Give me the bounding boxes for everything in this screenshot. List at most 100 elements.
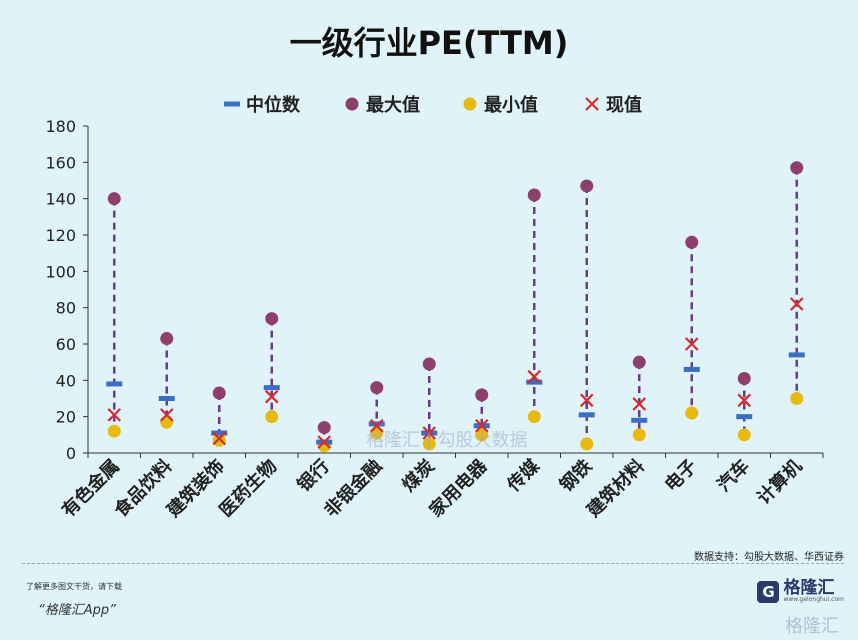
y-tick-label: 160 <box>45 153 76 172</box>
x-tick-label: 食品饮料 <box>109 455 176 522</box>
min-point <box>422 437 436 451</box>
legend-circle-icon <box>345 97 359 111</box>
legend-label: 现值 <box>606 94 642 116</box>
x-tick-label: 非银金融 <box>320 455 386 521</box>
max-point <box>422 357 436 371</box>
current-cross-b <box>212 431 227 446</box>
promo-app-name: “格隆汇App” <box>38 603 116 618</box>
legend-cross-b <box>585 97 599 111</box>
median-mark <box>106 381 123 387</box>
min-point <box>265 410 279 424</box>
median-mark <box>631 417 648 423</box>
min-point <box>737 428 751 442</box>
legend: 中位数 最大值 最小值 现值 <box>224 94 642 116</box>
chart-marks <box>106 161 805 453</box>
min-point <box>685 406 699 420</box>
current-point <box>212 431 227 446</box>
current-point <box>527 369 542 384</box>
current-point <box>107 408 122 422</box>
legend-item: 最大值 <box>345 94 420 116</box>
chart-title: 一级行业PE(TTM) <box>289 24 569 62</box>
max-point <box>685 235 699 249</box>
logo-url: www.gelonghui.com <box>783 596 844 603</box>
current-cross-b <box>789 297 804 311</box>
y-tick-label: 0 <box>66 444 76 463</box>
y-tick-label: 140 <box>45 190 76 209</box>
x-tick-label: 煤炭 <box>398 455 439 496</box>
max-point <box>737 372 751 386</box>
x-tick-label: 电子 <box>660 455 701 496</box>
brand-logo: G 格隆汇 www.gelonghui.com <box>757 580 844 603</box>
max-point <box>527 188 541 202</box>
corner-watermark: 格隆汇 <box>785 616 839 637</box>
legend-item: 中位数 <box>224 94 301 116</box>
y-axis: 0 20 40 60 80 100 120 140 160 180 <box>45 117 89 463</box>
current-point <box>422 426 437 440</box>
max-point <box>370 381 384 395</box>
current-point <box>789 297 804 311</box>
legend-label: 最小值 <box>484 94 538 116</box>
legend-median-icon <box>224 101 240 107</box>
current-point <box>579 393 594 408</box>
x-tick-label: 传媒 <box>502 454 544 496</box>
max-point <box>790 161 804 175</box>
max-point <box>632 355 646 369</box>
legend-label: 中位数 <box>246 94 301 116</box>
y-tick-label: 60 <box>56 335 76 354</box>
x-tick-label: 有色金属 <box>57 455 123 521</box>
median-mark <box>683 366 700 372</box>
median-mark <box>526 379 543 385</box>
current-cross-b <box>317 435 332 449</box>
min-point <box>475 428 489 442</box>
current-cross-b <box>527 369 542 384</box>
pe-chart: 中位数 最大值 最小值 现值 0 20 40 60 80 100 120 140 160 180 有色金… <box>45 94 824 522</box>
y-tick-label: 180 <box>45 117 76 136</box>
y-tick-label: 80 <box>56 299 76 318</box>
current-point <box>474 418 489 433</box>
current-point <box>369 418 384 433</box>
promo-text: 了解更多图文干货，请下载 <box>26 582 122 591</box>
x-tick-label: 钢铁 <box>555 455 596 496</box>
current-cross-b <box>369 418 384 433</box>
max-point <box>580 179 594 193</box>
max-point <box>107 192 121 206</box>
legend-label: 最大值 <box>366 94 420 116</box>
min-point <box>212 433 226 447</box>
current-cross-b <box>159 408 174 422</box>
median-mark <box>158 396 175 401</box>
current-point <box>684 337 699 351</box>
legend-circle-icon <box>463 97 477 111</box>
x-tick-label: 医药生物 <box>215 455 281 521</box>
median-mark <box>788 352 805 358</box>
current-cross-b <box>737 393 752 408</box>
min-point <box>527 410 541 424</box>
median-mark <box>736 414 753 420</box>
max-point <box>160 332 174 346</box>
x-tick-label: 家用电器 <box>425 454 492 521</box>
max-point <box>265 312 279 326</box>
current-point <box>317 435 332 449</box>
y-tick-label: 100 <box>45 262 76 281</box>
median-mark <box>211 430 228 436</box>
min-point <box>790 392 804 405</box>
source-note: 数据支持：勾股大数据、华西证券 <box>694 552 844 563</box>
current-cross-b <box>264 389 279 404</box>
x-tick-label: 建筑材料 <box>582 455 648 521</box>
current-cross-b <box>579 393 594 408</box>
max-point <box>475 388 489 402</box>
legend-item: 最小值 <box>463 94 538 116</box>
y-tick-label: 120 <box>45 226 76 245</box>
current-point <box>159 408 174 422</box>
min-point <box>107 424 121 438</box>
current-point <box>264 389 279 404</box>
current-cross-b <box>422 426 437 440</box>
x-tick-label: 建筑装饰 <box>162 455 228 521</box>
max-point <box>212 386 226 400</box>
logo-name: 格隆汇 <box>783 578 835 598</box>
median-mark <box>368 421 385 427</box>
median-mark <box>578 412 595 418</box>
x-tick-label: 计算机 <box>753 455 807 509</box>
max-point <box>317 421 331 435</box>
current-cross-b <box>107 408 122 422</box>
